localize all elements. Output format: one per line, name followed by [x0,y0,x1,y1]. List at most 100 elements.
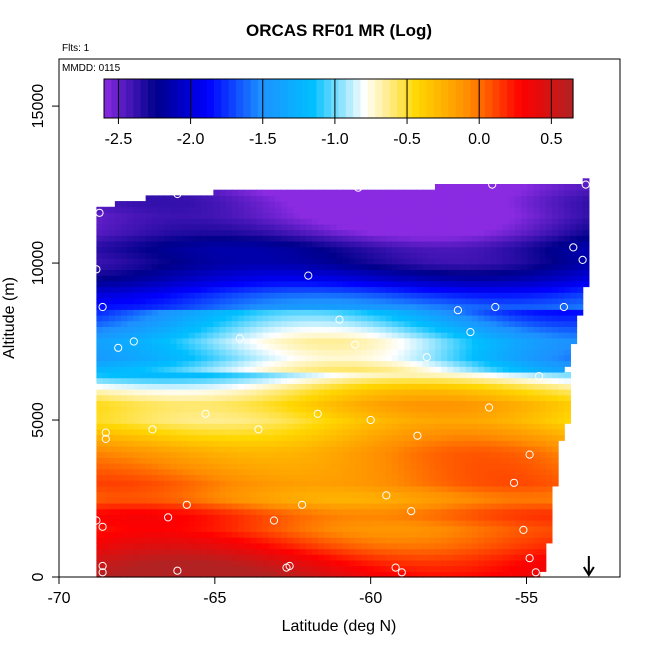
heatmap-cell [324,189,331,196]
heatmap-cell [287,280,294,288]
heatmap-cell [262,502,270,510]
heatmap-cell [459,315,467,322]
heatmap-cell [342,309,350,316]
heatmap-cell [404,201,411,208]
heatmap-cell [527,332,535,339]
heatmap-cell [274,315,282,322]
heatmap-cell [527,223,535,231]
heatmap-cell [127,457,134,464]
heatmap-cell [521,212,528,219]
heatmap-cell [354,292,362,299]
heatmap-cell [164,195,171,202]
heatmap-cell [348,371,356,379]
heatmap-cell [219,366,227,373]
heatmap-cell [293,417,301,424]
heatmap-cell [250,508,258,515]
heatmap-cell [348,542,356,550]
heatmap-cell [176,406,184,413]
heatmap-cell [428,223,436,231]
heatmap-cell [379,417,387,424]
heatmap-cell [404,349,411,356]
heatmap-cell [188,525,196,533]
heatmap-cell [336,269,344,276]
heatmap-cell [379,354,387,362]
heatmap-cell [194,377,202,384]
heatmap-cell [484,252,491,259]
heatmap-cell [354,275,362,282]
heatmap-cell [324,525,331,533]
heatmap-cell [502,223,510,231]
heatmap-cell [514,201,522,208]
heatmap-cell [311,497,319,504]
heatmap-cell [121,212,128,219]
heatmap-cell [385,206,393,214]
heatmap-cell [108,360,116,367]
heatmap-cell [539,406,547,413]
heatmap-cell [145,292,153,299]
heatmap-cell [478,212,485,219]
heatmap-cell [213,548,221,555]
heatmap-cell [459,292,467,299]
heatmap-cell [324,269,331,276]
heatmap-cell [527,434,535,441]
heatmap-cell [182,212,190,219]
heatmap-cell [256,554,264,561]
heatmap-cell [490,315,498,322]
heatmap-cell [527,525,535,533]
heatmap-cell [225,571,233,578]
heatmap-cell [121,537,128,544]
heatmap-cell [336,389,344,396]
heatmap-cell [207,223,214,231]
heatmap-cell [342,326,350,333]
heatmap-cell [428,571,436,578]
heatmap-cell [391,468,399,476]
heatmap-cell [361,315,368,322]
heatmap-cell [434,525,442,533]
heatmap-cell [256,240,264,248]
heatmap-cell [521,417,528,424]
heatmap-cell [324,343,331,350]
heatmap-cell [244,343,251,350]
heatmap-cell [268,468,276,476]
heatmap-cell [410,246,418,253]
heatmap-cell [404,571,411,578]
heatmap-cell [102,275,110,282]
heatmap-cell [274,309,282,316]
heatmap-cell [434,434,442,441]
heatmap-cell [367,554,374,561]
heatmap-cell [465,497,473,504]
heatmap-cell [514,394,522,402]
heatmap-cell [145,343,153,350]
heatmap-cell [293,309,301,316]
heatmap-cell [114,514,122,521]
heatmap-cell [219,343,227,350]
heatmap-cell [274,417,282,424]
heatmap-cell [373,389,381,396]
heatmap-cell [496,332,504,339]
heatmap-cell [453,212,461,219]
heatmap-cell [521,400,528,407]
heatmap-cell [490,474,498,481]
heatmap-cell [398,463,405,470]
heatmap-cell [447,371,455,379]
heatmap-cell [484,537,491,544]
heatmap-cell [404,332,411,339]
heatmap-cell [176,389,184,396]
heatmap-cell [102,252,110,259]
heatmap-cell [188,411,196,419]
heatmap-cell [293,428,301,436]
heatmap-cell [533,468,541,476]
heatmap-cell [478,531,485,538]
heatmap-cell [545,337,553,345]
heatmap-cell [465,440,473,447]
heatmap-cell [268,463,276,470]
heatmap-cell [330,434,338,441]
heatmap-cell [385,360,393,367]
heatmap-cell [361,366,368,373]
heatmap-cell [336,406,344,413]
heatmap-cell [268,525,276,533]
heatmap-cell [324,332,331,339]
heatmap-cell [133,520,141,527]
heatmap-cell [244,280,251,288]
heatmap-cell [539,554,547,561]
